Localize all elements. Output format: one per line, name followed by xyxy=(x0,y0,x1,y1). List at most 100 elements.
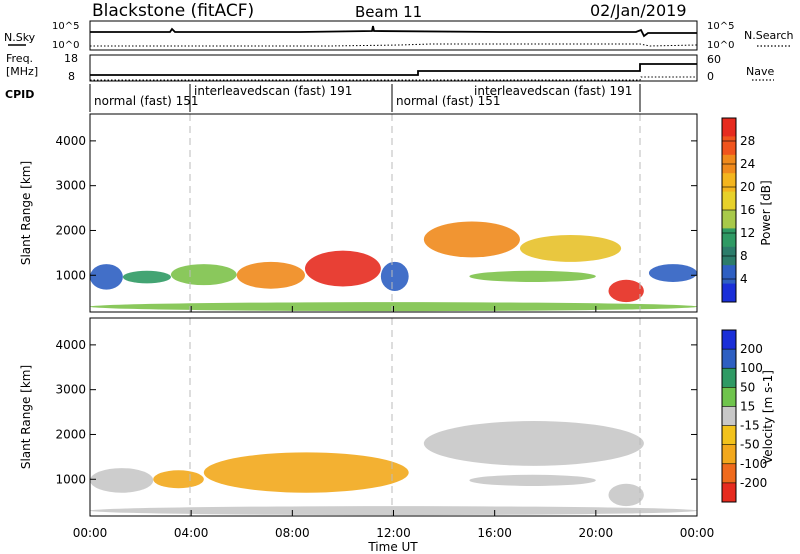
power-colorbar: 28 24 20 16 12 8 4 xyxy=(721,117,755,303)
freq-line xyxy=(90,63,697,76)
velocity-ytick-label-4: 4000 xyxy=(55,338,86,352)
velocity-ytick-label-3: 3000 xyxy=(55,383,86,397)
time-x-axis: 00:00 04:00 08:00 12:00 16:00 20:00 00:00 xyxy=(73,306,715,540)
nave-label: Nave xyxy=(746,65,774,78)
xtick-label-3: 08:00 xyxy=(275,526,310,540)
power-heatmap xyxy=(90,221,697,312)
power-region-8 xyxy=(519,234,622,262)
velocity-cbar-swatch-7 xyxy=(722,444,736,465)
velocity-cbar-tick-label-2: 100 xyxy=(740,361,763,375)
power-cbar-tick-label-2: 24 xyxy=(740,157,755,171)
velocity-cbar-tick-label-6: -50 xyxy=(740,438,760,452)
xtick-label-6: 20:00 xyxy=(579,526,614,540)
freq-label-2: [MHz] xyxy=(6,65,38,78)
cpid-segment-4: interleavedscan (fast) 191 xyxy=(474,84,632,98)
freq-label-1: Freq. xyxy=(6,52,33,65)
power-region-11 xyxy=(648,264,697,282)
power-cbar-tick-label-6: 8 xyxy=(740,249,748,263)
noise-search-line xyxy=(90,43,698,47)
velocity-cbar-swatch-6 xyxy=(722,425,736,446)
power-region-5 xyxy=(304,250,381,287)
power-region-2 xyxy=(122,270,171,284)
power-cbar-swatch-5 xyxy=(722,191,736,211)
power-region-6 xyxy=(380,261,409,291)
velocity-colorbar: 200 100 50 15 -15 -50 -100 -200 xyxy=(721,329,767,503)
xtick-label-7: 00:00 xyxy=(680,526,715,540)
xtick-label-2: 04:00 xyxy=(174,526,209,540)
nave-line xyxy=(90,76,697,81)
noise-left-tick-top: 10^5 xyxy=(52,21,79,32)
date-title: 02/Jan/2019 xyxy=(590,1,687,20)
velocity-cbar-swatch-5 xyxy=(722,406,736,427)
power-region-4 xyxy=(236,261,305,289)
velocity-cbar-tick-label-8: -200 xyxy=(740,476,767,490)
velocity-cbar-tick-label-3: 50 xyxy=(740,380,755,394)
station-title: Blackstone (fitACF) xyxy=(92,1,254,21)
power-cbar-tick-label-3: 20 xyxy=(740,180,755,194)
xtick-label-1: 00:00 xyxy=(73,526,108,540)
power-panel: 1000 2000 3000 4000 Slant Range [km] 28 24 20… xyxy=(19,113,773,313)
velocity-region-6 xyxy=(608,483,644,507)
noise-right-tick-top: 10^5 xyxy=(707,21,734,32)
power-y-axis: 1000 2000 3000 4000 xyxy=(55,134,697,282)
velocity-cbar-swatch-4 xyxy=(722,387,736,407)
power-cbar-tick-label-5: 12 xyxy=(740,226,755,240)
velocity-cbar-swatch-3 xyxy=(722,368,736,388)
power-ytick-label-2: 2000 xyxy=(55,223,86,237)
cpid-segment-1: normal (fast) 151 xyxy=(94,94,198,108)
nave-tick-bottom: 0 xyxy=(707,70,714,83)
power-cbar-swatch-2 xyxy=(722,136,736,156)
nave-tick-top: 60 xyxy=(707,53,721,66)
cpid-segment-2: interleavedscan (fast) 191 xyxy=(194,84,352,98)
noise-left-tick-bottom: 10^0 xyxy=(52,40,79,51)
power-cbar-tick-label-1: 28 xyxy=(740,134,755,148)
velocity-cbar-swatch-9 xyxy=(722,482,736,503)
power-colorbar-label: Power [dB] xyxy=(759,180,773,245)
power-ytick-label-4: 4000 xyxy=(55,134,86,148)
noise-sky-label: N.Sky xyxy=(4,31,36,44)
noise-right-tick-bottom: 10^0 xyxy=(707,40,734,51)
velocity-heatmap xyxy=(90,421,697,516)
cpid-label: CPID xyxy=(5,88,34,101)
power-cbar-swatch-6 xyxy=(722,210,736,229)
velocity-panel: 1000 2000 3000 4000 Slant Range [km] 200 100… xyxy=(19,317,775,517)
velocity-cbar-tick-label-1: 200 xyxy=(740,342,763,356)
power-region-10 xyxy=(608,279,644,303)
velocity-cbar-tick-label-4: 15 xyxy=(740,399,755,413)
velocity-region-5 xyxy=(469,474,596,486)
velocity-y-axis-label: Slant Range [km] xyxy=(19,365,33,469)
x-axis-label: Time UT xyxy=(367,540,418,554)
power-cbar-swatch-4 xyxy=(722,173,736,193)
power-region-3 xyxy=(170,264,237,286)
velocity-cbar-swatch-1 xyxy=(722,330,736,350)
velocity-region-2 xyxy=(153,470,204,489)
velocity-region-1 xyxy=(90,468,154,493)
beam-title: Beam 11 xyxy=(355,3,422,21)
freq-tick-bottom: 8 xyxy=(68,70,75,83)
freq-tick-top: 18 xyxy=(64,52,78,65)
xtick-label-5: 16:00 xyxy=(477,526,512,540)
velocity-cbar-swatch-2 xyxy=(722,349,736,369)
velocity-ytick-label-1: 1000 xyxy=(55,472,86,486)
power-cbar-swatch-1 xyxy=(722,118,736,137)
noise-panel: N.Sky 10^5 10^0 10^5 10^0 N.Search xyxy=(4,20,794,51)
velocity-region-3 xyxy=(203,452,409,493)
power-region-7 xyxy=(423,221,520,258)
velocity-ytick-label-2: 2000 xyxy=(55,427,86,441)
velocity-cbar-swatch-8 xyxy=(722,463,736,484)
power-cbar-swatch-10 xyxy=(722,283,736,303)
power-cbar-swatch-7 xyxy=(722,228,736,248)
power-region-1 xyxy=(90,264,123,290)
noise-sky-line xyxy=(90,25,697,38)
power-ytick-label-3: 3000 xyxy=(55,179,86,193)
power-cbar-swatch-9 xyxy=(722,265,736,285)
xtick-label-4: 12:00 xyxy=(376,526,411,540)
velocity-colorbar-label: Velocity [m s-1] xyxy=(761,370,775,464)
noise-search-label: N.Search xyxy=(744,29,794,42)
power-region-9 xyxy=(469,270,596,282)
cpid-segment-3: normal (fast) 151 xyxy=(396,94,500,108)
velocity-cbar-tick-label-7: -100 xyxy=(740,457,767,471)
velocity-region-4 xyxy=(423,421,644,466)
velocity-y-axis: 1000 2000 3000 4000 xyxy=(55,338,697,486)
